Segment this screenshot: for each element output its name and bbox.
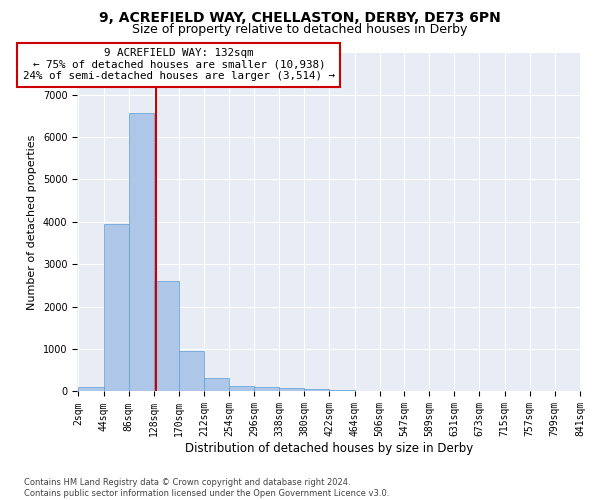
Bar <box>104 224 128 392</box>
Bar <box>304 390 329 392</box>
Bar <box>128 112 154 392</box>
Bar <box>229 386 254 392</box>
Bar <box>254 387 279 392</box>
Text: Contains HM Land Registry data © Crown copyright and database right 2024.
Contai: Contains HM Land Registry data © Crown c… <box>24 478 389 498</box>
Text: Size of property relative to detached houses in Derby: Size of property relative to detached ho… <box>133 22 467 36</box>
Bar <box>279 388 304 392</box>
Bar <box>179 351 204 392</box>
Bar <box>154 281 179 392</box>
Y-axis label: Number of detached properties: Number of detached properties <box>28 134 37 310</box>
Bar <box>79 387 104 392</box>
Bar <box>329 390 355 392</box>
Text: 9, ACREFIELD WAY, CHELLASTON, DERBY, DE73 6PN: 9, ACREFIELD WAY, CHELLASTON, DERBY, DE7… <box>99 11 501 25</box>
X-axis label: Distribution of detached houses by size in Derby: Distribution of detached houses by size … <box>185 442 473 455</box>
Text: 9 ACREFIELD WAY: 132sqm
← 75% of detached houses are smaller (10,938)
24% of sem: 9 ACREFIELD WAY: 132sqm ← 75% of detache… <box>23 48 335 82</box>
Bar <box>355 390 380 392</box>
Bar <box>204 378 229 392</box>
